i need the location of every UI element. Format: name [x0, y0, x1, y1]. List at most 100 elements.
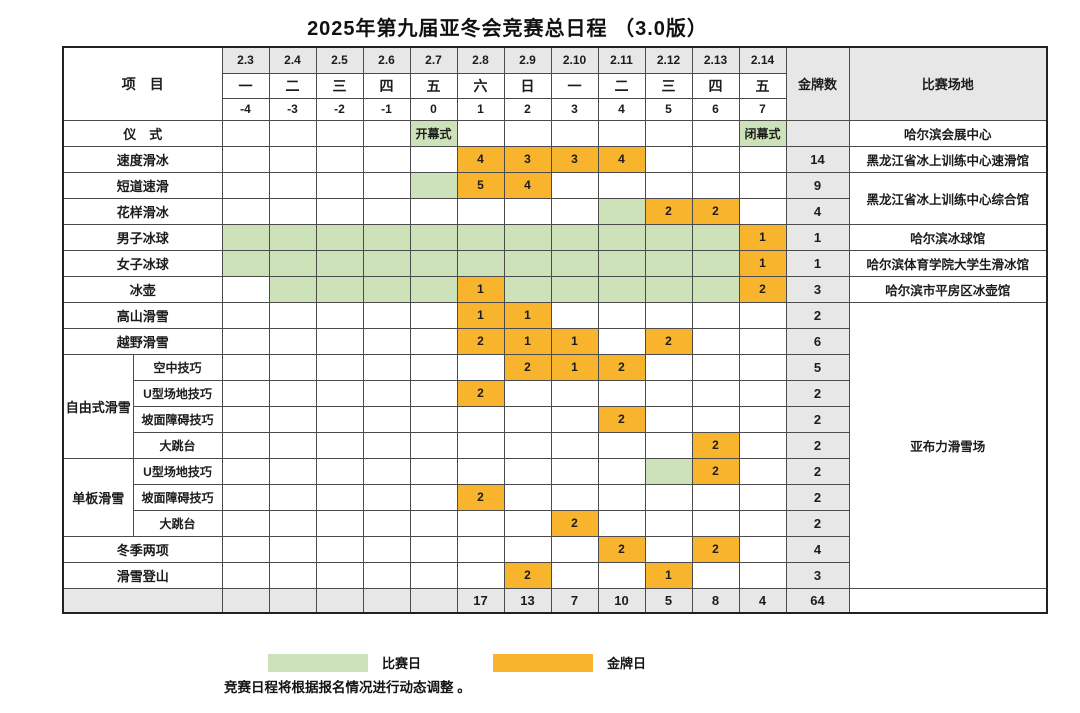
table-row: 冰壶 1 2 3 哈尔滨市平房区冰壶馆: [62, 275, 1048, 303]
date-header-cell: 2.4: [268, 46, 317, 74]
schedule-cell-empty: [456, 535, 505, 563]
competition-day-cell: [268, 275, 317, 303]
schedule-cell-empty: [738, 431, 787, 459]
gold-count-cell: 14: [785, 145, 850, 173]
schedule-cell-empty: [315, 379, 364, 407]
schedule-cell-empty: [268, 197, 317, 225]
schedule-cell-empty: [268, 535, 317, 563]
schedule-cell-empty: [597, 327, 646, 355]
competition-day-cell: [644, 249, 693, 277]
schedule-cell-empty: [738, 561, 787, 589]
schedule-cell-empty: [362, 561, 411, 589]
row-label: 短道速滑: [62, 171, 223, 199]
gold-medal-cell: 2: [691, 431, 740, 459]
date-header-cell: 2.14: [738, 46, 787, 74]
schedule-cell-empty: [409, 353, 458, 381]
schedule-cell-empty: [409, 457, 458, 485]
day-offset-header-cell: -1: [362, 97, 411, 121]
gold-medal-cell: 4: [597, 145, 646, 173]
schedule-cell-empty: [550, 197, 599, 225]
venue-cell: 哈尔滨市平房区冰壶馆: [848, 275, 1048, 303]
schedule-cell-empty: [315, 431, 364, 459]
schedule-cell-empty: [503, 535, 552, 563]
venue-cell: 哈尔滨体育学院大学生滑冰馆: [848, 249, 1048, 277]
daily-total-cell: 17: [456, 587, 505, 614]
schedule-cell-empty: [456, 197, 505, 225]
row-label: 女子冰球: [62, 249, 223, 277]
competition-day-cell: [503, 249, 552, 277]
schedule-cell-empty: [315, 145, 364, 173]
schedule-cell-empty: [738, 353, 787, 381]
day-offset-header-cell: 5: [644, 97, 693, 121]
schedule-cell-empty: [315, 197, 364, 225]
daily-total-cell: [362, 587, 411, 614]
schedule-cell-empty: [550, 119, 599, 147]
schedule-cell-empty: [691, 353, 740, 381]
schedule-cell-empty: [738, 405, 787, 433]
gold-count-cell: 2: [785, 301, 850, 329]
gold-medal-cell: 2: [691, 457, 740, 485]
schedule-cell-empty: [221, 171, 270, 199]
weekday-header-cell: 二: [268, 72, 317, 99]
schedule-cell-empty: [644, 535, 693, 563]
schedule-cell-empty: [644, 301, 693, 329]
schedule-cell-empty: [503, 379, 552, 407]
gold-medal-cell: 2: [597, 405, 646, 433]
schedule-cell-empty: [550, 431, 599, 459]
schedule-cell-empty: [221, 275, 270, 303]
date-header-cell: 2.7: [409, 46, 458, 74]
competition-day-cell: [221, 223, 270, 251]
schedule-cell-empty: [644, 119, 693, 147]
gold-medal-cell: 3: [503, 145, 552, 173]
competition-day-cell: [268, 223, 317, 251]
gold-count-cell: 4: [785, 197, 850, 225]
competition-day-cell: [597, 275, 646, 303]
schedule-cell-empty: [221, 561, 270, 589]
schedule-cell-empty: [644, 509, 693, 537]
venue-cell: 哈尔滨会展中心: [848, 119, 1048, 147]
gold-medal-cell: 2: [503, 561, 552, 589]
gold-medal-cell: 1: [503, 301, 552, 329]
schedule-cell-empty: [268, 145, 317, 173]
competition-day-cell: [362, 223, 411, 251]
weekday-header-cell: 五: [738, 72, 787, 99]
date-header-cell: 2.12: [644, 46, 693, 74]
schedule-cell-empty: [268, 327, 317, 355]
competition-day-swatch: [268, 653, 368, 672]
gold-count-cell: 3: [785, 275, 850, 303]
gold-medal-cell: 3: [550, 145, 599, 173]
schedule-cell-empty: [315, 353, 364, 381]
gold-medal-cell: 2: [456, 483, 505, 511]
gold-medal-cell: 1: [550, 353, 599, 381]
schedule-cell-empty: [315, 327, 364, 355]
table-row: 自由式滑雪 空中技巧 2 1 2 5: [62, 353, 1047, 459]
row-label: 坡面障碍技巧: [132, 405, 223, 433]
schedule-cell-empty: [221, 379, 270, 407]
adjustment-note: 竞赛日程将根据报名情况进行动态调整 。: [224, 680, 471, 695]
venue-cell: 哈尔滨冰球馆: [848, 223, 1048, 251]
competition-day-cell: [409, 171, 458, 199]
gold-day-swatch: [493, 653, 594, 672]
row-label: 男子冰球: [62, 223, 223, 251]
table-row: 速度滑冰 4 3 3 4 14 黑龙江省冰上训练中心速滑馆: [62, 145, 1048, 173]
date-header-cell: 2.6: [362, 46, 411, 74]
schedule-cell-empty: [691, 119, 740, 147]
schedule-cell-empty: [691, 379, 740, 407]
schedule-cell-empty: [362, 301, 411, 329]
schedule-cell-empty: [268, 431, 317, 459]
schedule-table: 项 目 2.3 2.4 2.5 2.6 2.7 2.8 2.9 2.10 2.11 2.12 2.13…: [62, 46, 1048, 614]
row-label: 大跳台: [132, 431, 223, 459]
row-label: 越野滑雪: [62, 327, 223, 355]
schedule-cell-empty: [738, 483, 787, 511]
schedule-cell-empty: [550, 457, 599, 485]
competition-day-cell: [268, 249, 317, 277]
table-row: 女子冰球 1 1 哈尔滨体育学院大学生滑冰馆: [62, 249, 1048, 277]
schedule-cell-empty: [691, 301, 740, 329]
competition-day-cell: [221, 249, 270, 277]
competition-day-cell: [503, 223, 552, 251]
gold-medal-cell: 2: [597, 535, 646, 563]
schedule-cell-empty: [738, 145, 787, 173]
daily-total-cell: 4: [738, 587, 787, 614]
project-header: 项 目: [62, 46, 223, 121]
gold-count-cell: 1: [785, 223, 850, 251]
